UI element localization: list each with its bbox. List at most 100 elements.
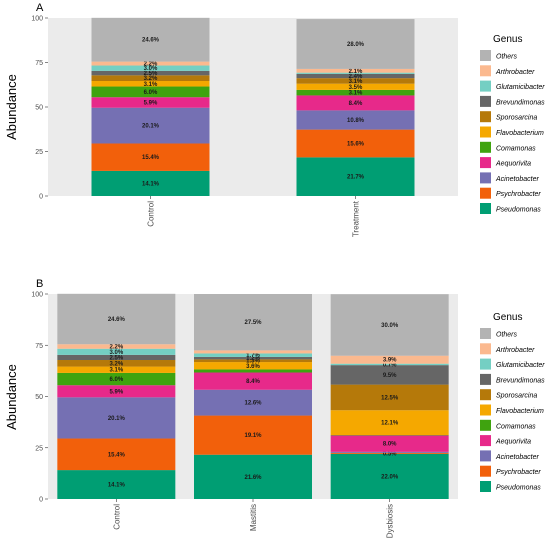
panel-a-legend: Genus Others Arthrobacter Glutamicibacter Br… xyxy=(480,34,545,214)
panel-b-bar-mastitis-acinetobacter xyxy=(194,389,312,416)
panel-a-data-label-control-flavobacterium: 3.1% xyxy=(144,82,158,88)
panel-a-data-label-treatment-pseudomonas: 21.7% xyxy=(347,175,365,181)
panel-a-letter: A xyxy=(36,2,44,14)
panel-b-legend-key-others xyxy=(480,328,491,339)
panel-a-bar-treatment-arthrobacter xyxy=(296,68,415,73)
panel-a-data-label-treatment-psychrobacter: 15.6% xyxy=(347,141,365,147)
panel-b-data-label-dysbiosis-pseudomonas: 22.0% xyxy=(381,474,399,480)
panel-a-data-label-treatment-sporosarcina: 3.1% xyxy=(349,79,363,85)
panel-b-bar-dysbiosis-pseudomonas xyxy=(330,453,449,499)
panel-b-data-label-dysbiosis-psychrobacter: 0.5% xyxy=(383,451,397,457)
panel-a-bar-treatment-acinetobacter xyxy=(296,110,415,130)
panel-b-data-label-dysbiosis-brevundimonas: 9.5% xyxy=(383,373,397,379)
panel-b-data-label-mastitis-aequorivita: 8.4% xyxy=(246,379,260,385)
panel-a-data-label-control-arthrobacter: 2.2% xyxy=(144,62,158,68)
panel-b-data-label-dysbiosis-flavobacterium: 12.1% xyxy=(381,421,399,427)
panel-a-legend-key-acinetobacter xyxy=(480,172,491,184)
panel-b-x-tick-label-mastitis: Mastitis xyxy=(249,504,258,531)
panel-b-legend-label-psychrobacter: Psychrobacter xyxy=(496,469,541,476)
panel-a-x-tick-label-control: Control xyxy=(147,201,156,227)
panel-b-legend-key-sporosarcina xyxy=(480,389,491,401)
panel-a-legend-key-glutamicibacter xyxy=(480,80,491,92)
panel-a-y-axis-label: Abundance xyxy=(4,74,19,140)
panel-b-legend-label-acinetobacter: Acinetobacter xyxy=(495,454,539,461)
panel-b-legend-key-arthrobacter xyxy=(480,343,491,355)
panel-b-data-label-control-sporosarcina: 3.2% xyxy=(109,361,123,367)
panel-a-bar-treatment-sporosarcina xyxy=(296,78,415,84)
panel-b-bar-dysbiosis-glutamicibacter xyxy=(330,363,449,366)
panel-a-legend-key-aequorivita xyxy=(480,157,491,169)
panel-a-data-label-treatment-aequorivita: 8.4% xyxy=(349,101,363,107)
panel-b-bar-dysbiosis-psychrobacter xyxy=(330,452,449,454)
panel-a-bar-treatment-aequorivita xyxy=(296,95,415,111)
panel-b-bar-dysbiosis-others xyxy=(330,294,449,356)
panel-b-legend-label-others: Others xyxy=(496,332,518,339)
panel-a-y-tick-label-25: 25 xyxy=(35,149,43,156)
panel-b-y-tick-label-25: 25 xyxy=(35,445,43,452)
panel-b-bar-control-arthrobacter xyxy=(57,344,176,349)
panel-b-bar-dysbiosis-acinetobacter xyxy=(330,451,449,453)
panel-b-data-label-control-acinetobacter: 20.1% xyxy=(108,416,126,422)
panel-a-data-label-treatment-flavobacterium: 3.5% xyxy=(349,85,363,91)
panel-a-data-label-treatment-acinetobacter: 10.8% xyxy=(347,118,365,124)
panel-b-bar-mastitis-psychrobacter xyxy=(194,415,312,455)
panel-b-x-tick-label-dysbiosis: Dysbiosis xyxy=(386,504,395,538)
panel-a-y-tick-label-75: 75 xyxy=(35,60,43,67)
panel-b-bar-mastitis-sporosarcina xyxy=(194,359,312,363)
panel-b-legend-key-comamonas xyxy=(480,419,491,431)
panel-b-data-label-mastitis-glutamicibacter: 1.7% xyxy=(246,353,260,359)
panel-b-data-label-control-comamonas: 6.0% xyxy=(109,377,123,383)
panel-b-bar-control-brevundimonas xyxy=(57,354,176,361)
panel-a-data-label-control-glutamicibacter: 3.0% xyxy=(144,66,158,72)
panel-a-data-label-control-others: 24.6% xyxy=(142,38,160,44)
panel-b-bar-dysbiosis-aequorivita xyxy=(330,435,449,452)
panel-a-legend-label-acinetobacter: Acinetobacter xyxy=(495,176,539,183)
panel-a-legend-label-aequorivita: Aequorivita xyxy=(495,161,531,168)
panel-a-data-label-control-acinetobacter: 20.1% xyxy=(142,124,160,130)
panel-a-data-label-treatment-comamonas: 3.1% xyxy=(349,91,363,97)
panel-a-bar-treatment-others xyxy=(296,19,415,69)
panel-b-bar-dysbiosis-brevundimonas xyxy=(330,365,449,385)
panel-a-bar-treatment-psychrobacter xyxy=(296,129,415,158)
panel-a-data-label-control-psychrobacter: 15.4% xyxy=(142,155,160,161)
panel-b-data-label-mastitis-flavobacterium: 3.6% xyxy=(246,364,260,370)
panel-a-bar-control-psychrobacter xyxy=(91,143,210,171)
panel-b-data-label-dysbiosis-arthrobacter: 3.9% xyxy=(383,358,397,364)
panel-b-data-label-mastitis-others: 27.5% xyxy=(244,320,262,326)
panel-a-data-label-treatment-arthrobacter: 2.1% xyxy=(349,69,363,75)
panel-b-bar-control-aequorivita xyxy=(57,385,176,398)
panel-b-data-label-control-brevundimonas: 2.5% xyxy=(109,355,123,361)
panel-a-legend-label-glutamicibacter: Glutamicibacter xyxy=(496,84,545,91)
panel-b-bar-mastitis-aequorivita xyxy=(194,372,312,390)
panel-a-bar-control-flavobacterium xyxy=(91,81,210,87)
panel-a: A Abundance 0 25 50 75 100 14.1% 15.4% 20.1% 5.9% 6… xyxy=(4,2,545,237)
panel-a-bar-treatment-pseudomonas xyxy=(296,157,415,196)
panel-a-bar-control-brevundimonas xyxy=(91,70,210,76)
panel-b-legend-label-comamonas: Comamonas xyxy=(496,423,536,430)
panel-a-legend-label-brevundimonas: Brevundimonas xyxy=(496,99,545,106)
panel-b-legend-key-glutamicibacter xyxy=(480,358,491,370)
panel-b-legend-key-acinetobacter xyxy=(480,450,491,462)
panel-b-legend-key-pseudomonas xyxy=(480,481,491,492)
panel-b-bar-mastitis-comamonas xyxy=(194,369,312,373)
panel-b-bar-mastitis-glutamicibacter xyxy=(194,353,312,357)
panel-a-legend-label-arthrobacter: Arthrobacter xyxy=(495,69,535,76)
panel-a-bar-control-arthrobacter xyxy=(91,61,210,66)
panel-a-data-label-control-sporosarcina: 3.2% xyxy=(144,76,158,82)
panel-b-bar-control-psychrobacter xyxy=(57,438,176,471)
panel-a-y-tick-label-50: 50 xyxy=(35,105,43,112)
panel-b-data-label-mastitis-psychrobacter: 19.1% xyxy=(244,433,262,439)
panel-b-bar-mastitis-pseudomonas xyxy=(194,454,312,499)
panel-b-data-label-mastitis-acinetobacter: 12.6% xyxy=(244,401,262,407)
panel-b-data-label-control-glutamicibacter: 3.0% xyxy=(109,350,123,356)
panel-b-bar-control-pseudomonas xyxy=(57,470,176,499)
panel-a-legend-label-others: Others xyxy=(496,54,518,61)
panel-a-bar-control-others xyxy=(91,17,210,62)
panel-b-legend-label-pseudomonas: Pseudomonas xyxy=(496,485,541,492)
panel-a-data-label-control-aequorivita: 5.9% xyxy=(144,100,158,106)
panel-b-legend: Genus Others Arthrobacter Glutamicibacter Br… xyxy=(480,312,545,492)
panel-b-bar-mastitis-others xyxy=(194,294,312,351)
panel-b-data-label-control-psychrobacter: 15.4% xyxy=(108,452,126,458)
panel-b-bar-control-glutamicibacter xyxy=(57,348,176,355)
